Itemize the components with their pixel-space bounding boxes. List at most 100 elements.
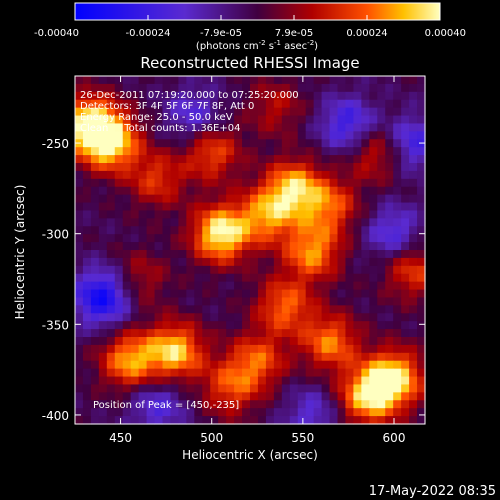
image-pixel [417, 368, 426, 378]
image-pixel [377, 99, 386, 109]
image-pixel [265, 202, 275, 212]
image-pixel [114, 202, 124, 212]
image-pixel [178, 273, 187, 283]
image-pixel [138, 210, 148, 219]
image-pixel [329, 273, 339, 283]
image-pixel [273, 250, 283, 259]
image-pixel [234, 368, 243, 378]
image-pixel [162, 242, 172, 251]
image-pixel [417, 107, 426, 117]
image-pixel [361, 234, 370, 243]
image-pixel [313, 131, 323, 140]
image-pixel [162, 376, 172, 386]
image-pixel [170, 170, 179, 180]
image-pixel [218, 76, 227, 85]
image-pixel [130, 218, 140, 227]
image-pixel [186, 368, 195, 378]
image-pixel [417, 352, 426, 362]
image-pixel [265, 250, 275, 259]
image-pixel [385, 344, 394, 354]
image-pixel [401, 163, 410, 172]
image-pixel [106, 170, 116, 180]
image-pixel [186, 289, 195, 299]
image-pixel [234, 83, 243, 93]
image-pixel [82, 408, 92, 417]
image-pixel [98, 329, 108, 338]
image-pixel [289, 329, 299, 338]
image-pixel [90, 76, 100, 85]
image-pixel [250, 416, 259, 425]
image-pixel [250, 210, 259, 219]
image-pixel [385, 147, 394, 156]
image-pixel [417, 115, 426, 125]
image-pixel [273, 305, 283, 314]
image-pixel [321, 131, 331, 140]
image-pixel [146, 76, 156, 85]
image-pixel [210, 210, 219, 219]
image-pixel [226, 352, 235, 362]
image-pixel [234, 123, 243, 132]
image-pixel [202, 250, 211, 259]
image-pixel [138, 392, 148, 401]
image-pixel [106, 123, 116, 132]
colorbar: -0.00040 -0.00024 -7.9e-05 7.9e-05 0.00024 0.… [34, 2, 466, 52]
image-pixel [409, 250, 418, 259]
image-pixel [138, 337, 148, 346]
image-pixel [146, 226, 156, 235]
image-pixel [186, 337, 195, 346]
image-pixel [210, 384, 219, 393]
image-pixel [130, 163, 140, 172]
image-pixel [377, 139, 386, 148]
image-pixel [337, 91, 347, 101]
image-pixel [98, 281, 108, 291]
image-pixel [114, 163, 124, 172]
image-pixel [337, 408, 347, 417]
image-pixel [210, 392, 219, 401]
image-pixel [82, 313, 92, 322]
image-pixel [250, 123, 259, 132]
image-pixel [114, 273, 124, 283]
image-pixel [82, 202, 92, 212]
image-pixel [82, 384, 92, 393]
image-pixel [178, 400, 187, 409]
image-pixel [154, 234, 164, 243]
image-pixel [98, 147, 108, 156]
image-pixel [146, 384, 156, 393]
image-pixel [329, 313, 339, 322]
image-pixel [130, 281, 140, 291]
image-pixel [98, 194, 108, 204]
image-pixel [353, 250, 362, 259]
image-pixel [257, 76, 267, 85]
image-pixel [250, 360, 259, 370]
image-pixel [106, 76, 116, 85]
image-pixel [369, 408, 378, 417]
image-pixel [242, 115, 251, 125]
image-pixel [281, 329, 291, 338]
image-pixel [234, 131, 243, 140]
image-pixel [369, 178, 378, 188]
x-tick-label: 550 [291, 431, 314, 445]
image-pixel [345, 321, 354, 330]
image-pixel [250, 234, 259, 243]
image-pixel [250, 139, 259, 148]
image-pixel [345, 123, 354, 132]
image-pixel [154, 360, 164, 370]
image-pixel [114, 194, 124, 204]
image-pixel [138, 91, 148, 101]
image-pixel [297, 368, 307, 378]
image-pixel [281, 313, 291, 322]
image-pixel [297, 360, 307, 370]
image-pixel [289, 178, 299, 188]
image-pixel [122, 139, 132, 148]
image-pixel [369, 234, 378, 243]
image-pixel [194, 234, 203, 243]
image-pixel [257, 250, 267, 259]
image-pixel [353, 408, 362, 417]
image-pixel [273, 234, 283, 243]
image-pixel [353, 83, 362, 93]
image-pixel [345, 265, 354, 275]
image-pixel [170, 400, 179, 409]
image-pixel [82, 163, 92, 172]
image-pixel [377, 123, 386, 132]
image-pixel [130, 178, 140, 188]
